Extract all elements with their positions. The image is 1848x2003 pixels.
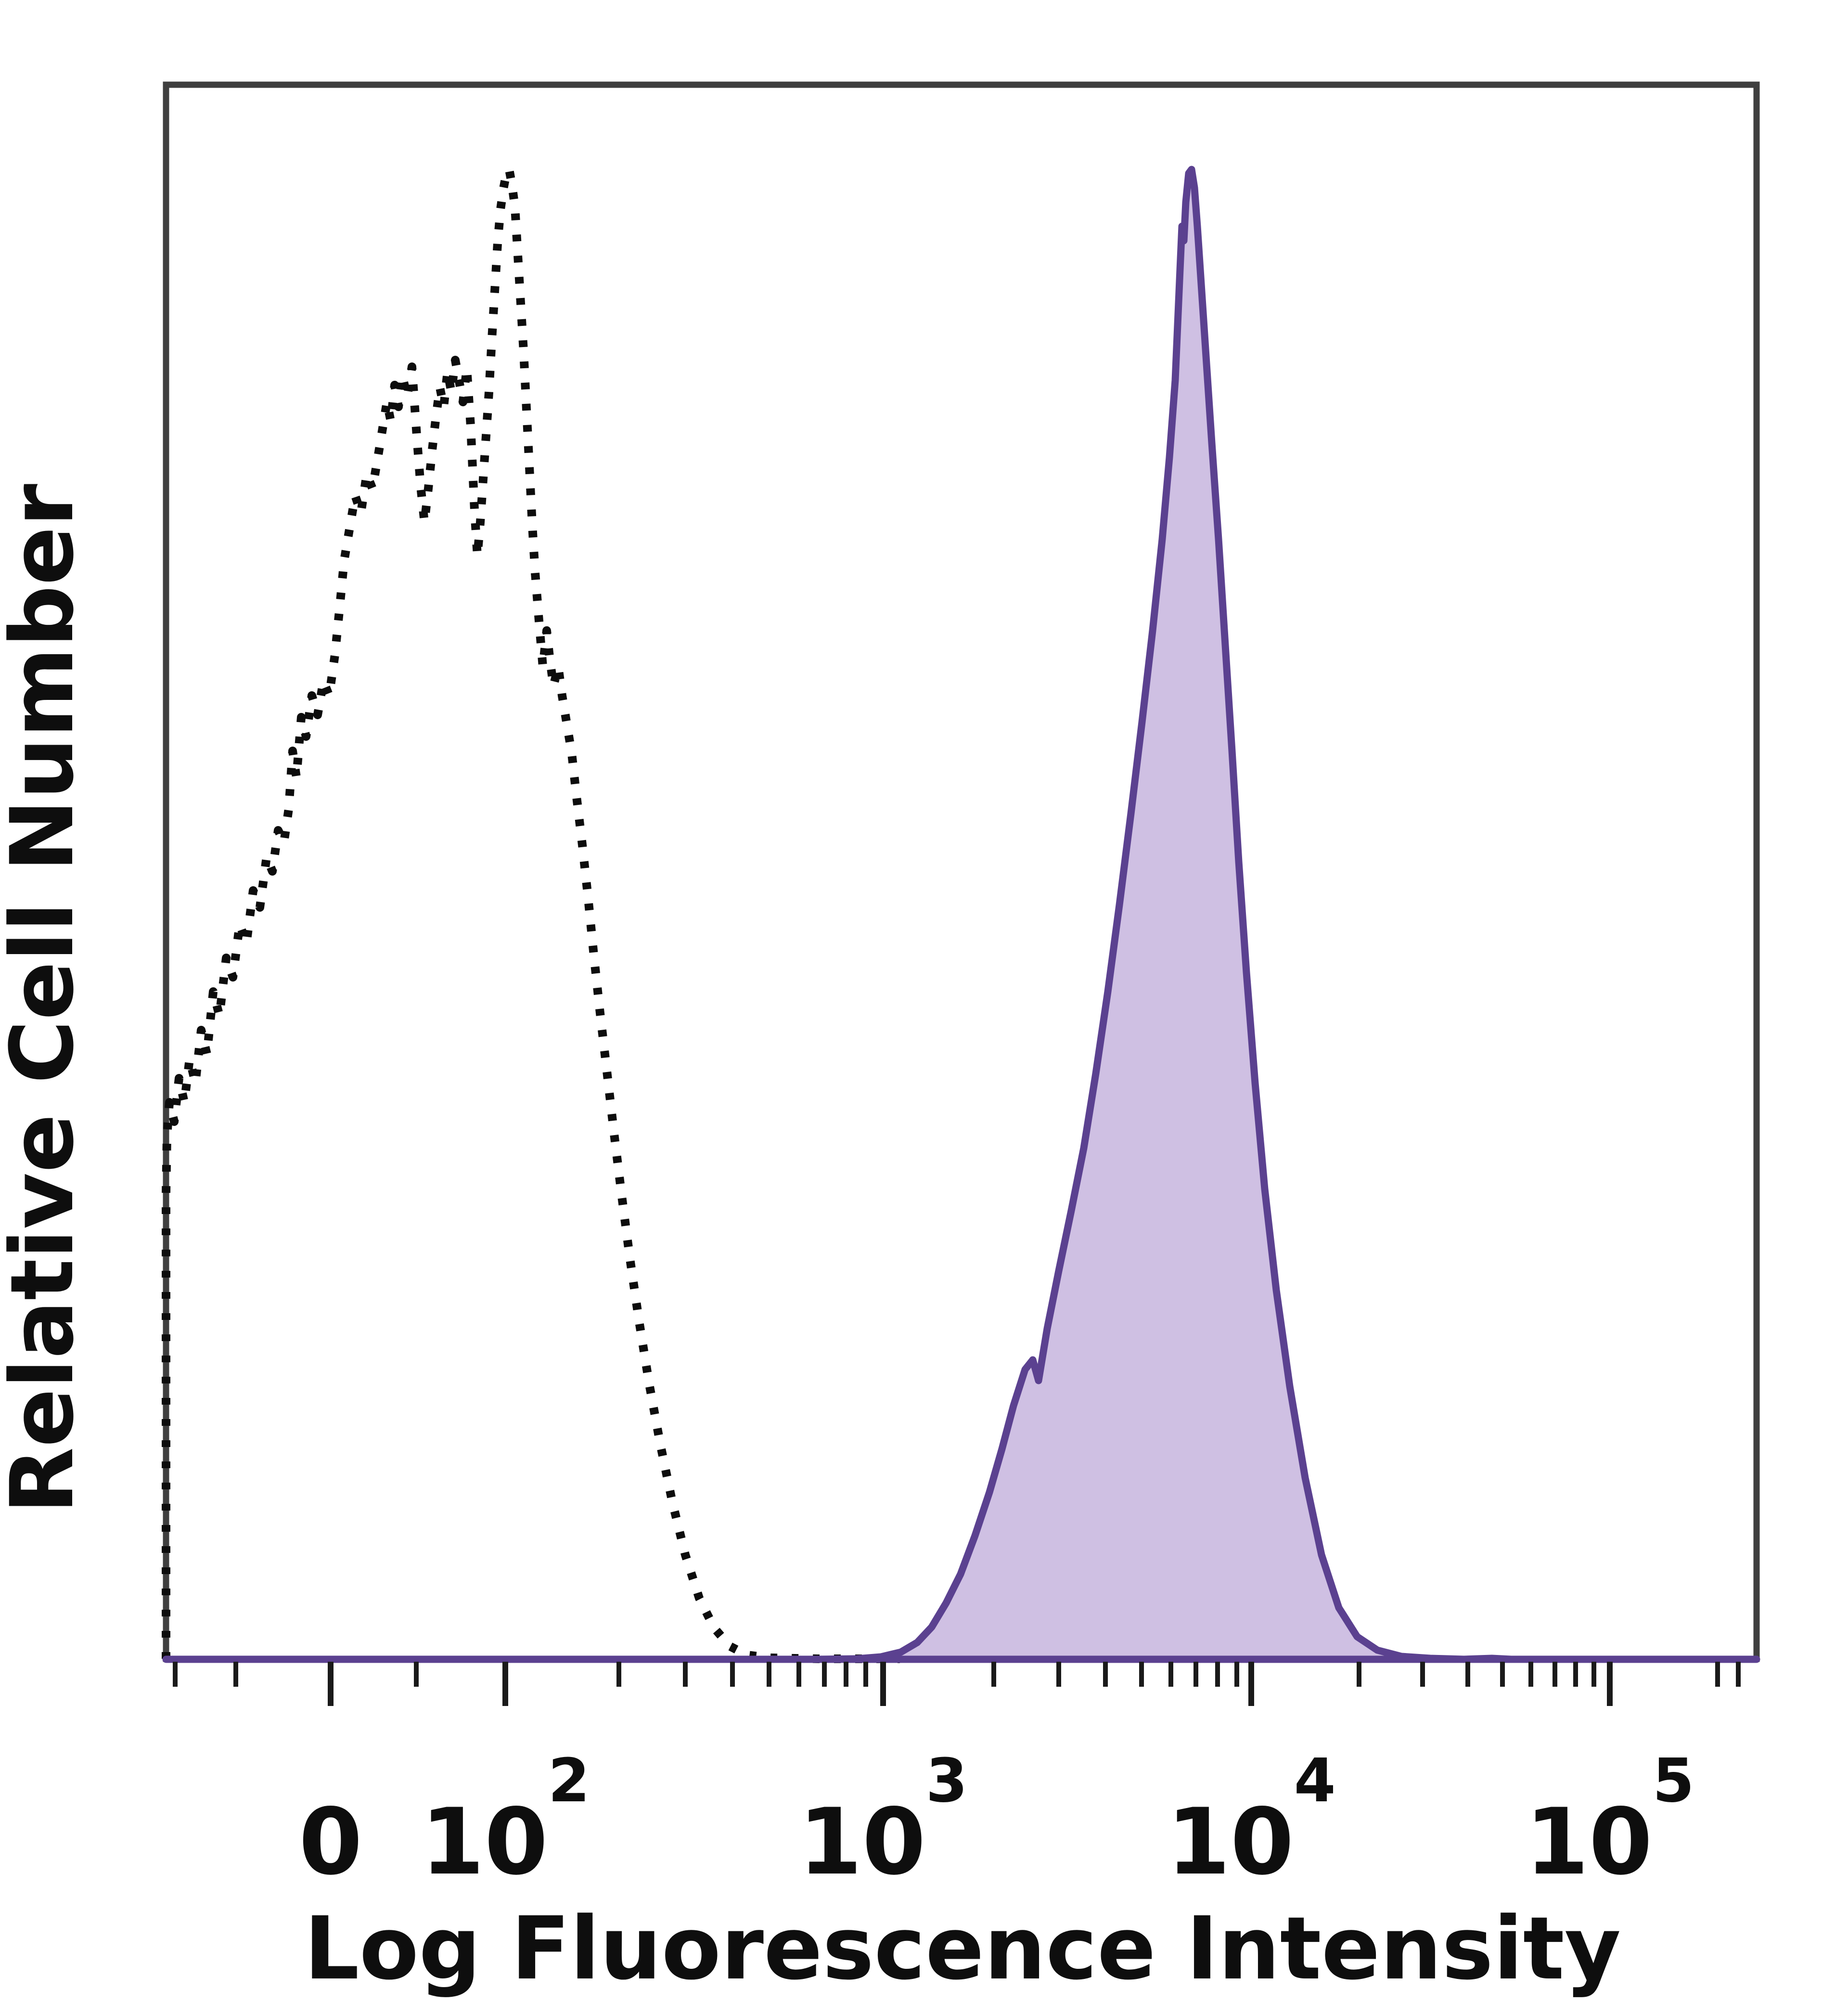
x-axis-tick-labels: 0 102 103 104 105 [299,1746,1694,1895]
x-axis-title: Log Fluorescence Intensity [304,1899,1621,1999]
x-tick-label: 105 [1525,1746,1694,1895]
x-tick-label: 103 [798,1746,967,1895]
x-tick-label: 0 [299,1789,362,1895]
plot-border [163,81,1760,1662]
series-layer [162,165,1760,1663]
x-tick-label: 102 [421,1746,590,1895]
stained-population-curve [162,166,1760,1663]
unstained-control-curve [162,165,900,1663]
x-tick-label: 104 [1167,1746,1335,1895]
x-axis-ticks [173,1662,1741,1706]
y-axis-title: Relative Cell Number [0,484,93,1514]
